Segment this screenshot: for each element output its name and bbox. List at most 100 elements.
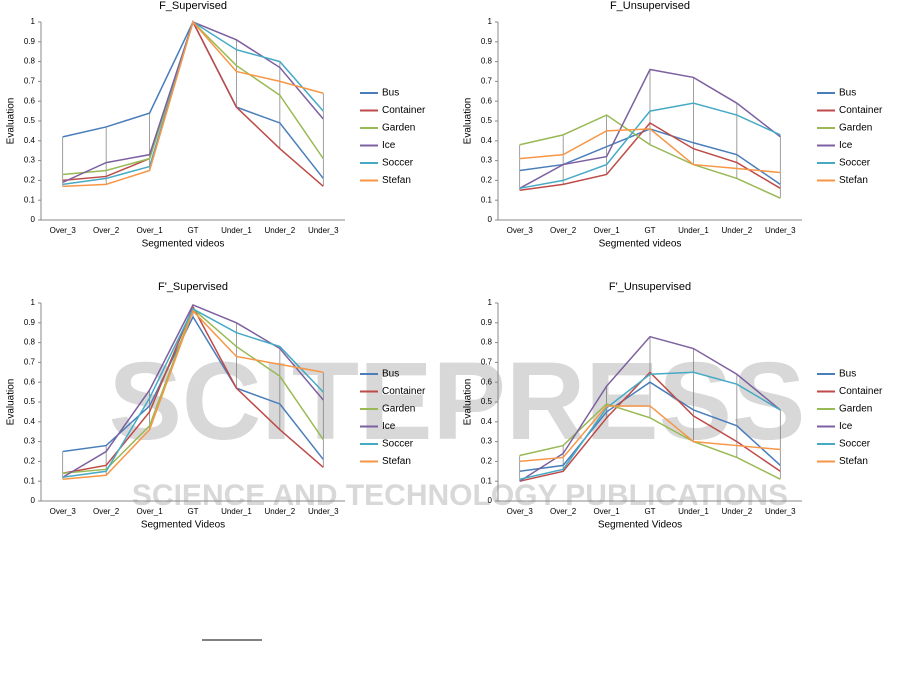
legend-label: Bus bbox=[839, 369, 856, 380]
legend-label: Soccer bbox=[839, 158, 871, 169]
legend-label: Ice bbox=[839, 140, 853, 151]
y-tick-label: 0.9 bbox=[481, 37, 493, 46]
y-tick-label: 0.1 bbox=[481, 195, 493, 204]
y-tick-label: 0.8 bbox=[24, 57, 36, 66]
legend-label: Ice bbox=[839, 421, 853, 432]
y-tick-label: 0.9 bbox=[24, 318, 36, 327]
legend-label: Stefan bbox=[382, 175, 411, 186]
legend-label: Bus bbox=[382, 88, 399, 99]
x-tick-label: Over_3 bbox=[50, 226, 77, 235]
x-tick-label: Over_3 bbox=[50, 507, 77, 516]
watermark-subtitle: SCIENCE AND TECHNOLOGY PUBLICATIONS bbox=[132, 479, 788, 512]
y-tick-label: 0.7 bbox=[481, 358, 493, 367]
series-line bbox=[62, 20, 324, 188]
x-tick-label: Under_2 bbox=[265, 226, 296, 235]
legend-label: Container bbox=[839, 386, 883, 397]
chart-title: F_Unsupervised bbox=[610, 0, 690, 12]
legend-label: Stefan bbox=[382, 456, 411, 467]
x-tick-label: GT bbox=[644, 226, 655, 235]
x-axis-label: Segmented Videos bbox=[141, 520, 225, 531]
y-axis-label: Evaluation bbox=[6, 379, 17, 426]
chart: F_Supervised 0 0.1 0.2 0.3 0.4 0.5 0.6 0.7 0.8 0.9… bbox=[6, 0, 426, 250]
x-tick-label: Under_3 bbox=[308, 507, 339, 516]
x-tick-label: Under_1 bbox=[221, 507, 252, 516]
chart-title: F_Supervised bbox=[159, 0, 227, 12]
series-line bbox=[519, 381, 781, 473]
y-tick-label: 0 bbox=[31, 215, 36, 224]
y-tick-label: 0.7 bbox=[24, 358, 36, 367]
x-tick-label: Under_2 bbox=[265, 507, 296, 516]
x-tick-label: Over_3 bbox=[507, 226, 534, 235]
y-tick-label: 1 bbox=[488, 298, 493, 307]
chart-title: F'_Supervised bbox=[158, 281, 228, 293]
x-tick-label: Over_2 bbox=[550, 507, 577, 516]
x-tick-label: Under_1 bbox=[221, 226, 252, 235]
chart: F_Unsupervised 0 0.1 0.2 0.3 0.4 0.5 0.6 0.7 0.8 0… bbox=[463, 0, 883, 250]
x-tick-label: Over_1 bbox=[136, 507, 163, 516]
legend-label: Bus bbox=[382, 369, 399, 380]
y-tick-label: 0.8 bbox=[481, 338, 493, 347]
series-line bbox=[62, 307, 324, 478]
y-tick-label: 0.1 bbox=[481, 476, 493, 485]
series-line bbox=[519, 114, 781, 199]
legend-label: Stefan bbox=[839, 456, 868, 467]
y-tick-label: 0 bbox=[31, 496, 36, 505]
y-tick-label: 0.6 bbox=[481, 96, 493, 105]
legend-label: Ice bbox=[382, 140, 396, 151]
y-tick-label: 1 bbox=[488, 17, 493, 26]
y-tick-label: 0.5 bbox=[24, 116, 36, 125]
series-line bbox=[62, 305, 324, 475]
y-tick-label: 0.1 bbox=[24, 476, 36, 485]
y-tick-label: 0.3 bbox=[24, 156, 36, 165]
y-tick-label: 0.7 bbox=[24, 77, 36, 86]
y-axis-label: Evaluation bbox=[6, 98, 17, 145]
series-line bbox=[519, 122, 781, 192]
y-tick-label: 0.8 bbox=[24, 338, 36, 347]
legend-label: Bus bbox=[839, 88, 856, 99]
chart: F'_Supervised 0 0.1 0.2 0.3 0.4 0.5 0.6 0.7 0.8 0.… bbox=[6, 281, 426, 531]
watermark-title: SCITEPRESS bbox=[109, 340, 806, 463]
y-tick-label: 0.2 bbox=[481, 176, 493, 185]
x-tick-label: Over_2 bbox=[93, 226, 120, 235]
x-tick-label: Under_3 bbox=[765, 507, 796, 516]
y-tick-label: 0.4 bbox=[24, 136, 36, 145]
legend-label: Container bbox=[839, 105, 883, 116]
y-tick-label: 0.7 bbox=[481, 77, 493, 86]
y-tick-label: 0.9 bbox=[481, 318, 493, 327]
y-tick-label: 0.6 bbox=[481, 377, 493, 386]
series-line bbox=[62, 20, 324, 179]
y-tick-label: 0.5 bbox=[481, 397, 493, 406]
x-tick-label: GT bbox=[187, 507, 198, 516]
x-axis-label: Segmented videos bbox=[142, 239, 225, 250]
series-line bbox=[519, 371, 781, 480]
x-tick-label: Under_3 bbox=[765, 226, 796, 235]
legend-label: Container bbox=[382, 386, 426, 397]
x-axis-label: Segmented videos bbox=[599, 239, 682, 250]
series-line bbox=[519, 405, 781, 463]
y-axis-label: Evaluation bbox=[463, 98, 474, 145]
x-tick-label: Over_2 bbox=[93, 507, 120, 516]
x-tick-label: Under_2 bbox=[722, 507, 753, 516]
legend-label: Soccer bbox=[382, 158, 414, 169]
x-tick-label: GT bbox=[644, 507, 655, 516]
legend-label: Garden bbox=[839, 404, 872, 415]
x-tick-label: Over_1 bbox=[593, 507, 620, 516]
series-line bbox=[62, 20, 324, 186]
x-tick-label: Under_2 bbox=[722, 226, 753, 235]
series-line bbox=[519, 335, 781, 482]
x-tick-label: Under_1 bbox=[678, 226, 709, 235]
y-tick-label: 0.3 bbox=[24, 437, 36, 446]
chart-title: F'_Unsupervised bbox=[609, 281, 691, 293]
series-line bbox=[62, 315, 324, 460]
series-line bbox=[62, 20, 324, 187]
y-tick-label: 0 bbox=[488, 496, 493, 505]
legend-label: Ice bbox=[382, 421, 396, 432]
series-line bbox=[62, 304, 324, 478]
y-axis-label: Evaluation bbox=[463, 379, 474, 426]
series-line bbox=[519, 371, 781, 482]
x-tick-label: Under_1 bbox=[678, 507, 709, 516]
series-line bbox=[519, 68, 781, 189]
x-tick-label: Over_2 bbox=[550, 226, 577, 235]
legend-label: Garden bbox=[839, 123, 872, 134]
